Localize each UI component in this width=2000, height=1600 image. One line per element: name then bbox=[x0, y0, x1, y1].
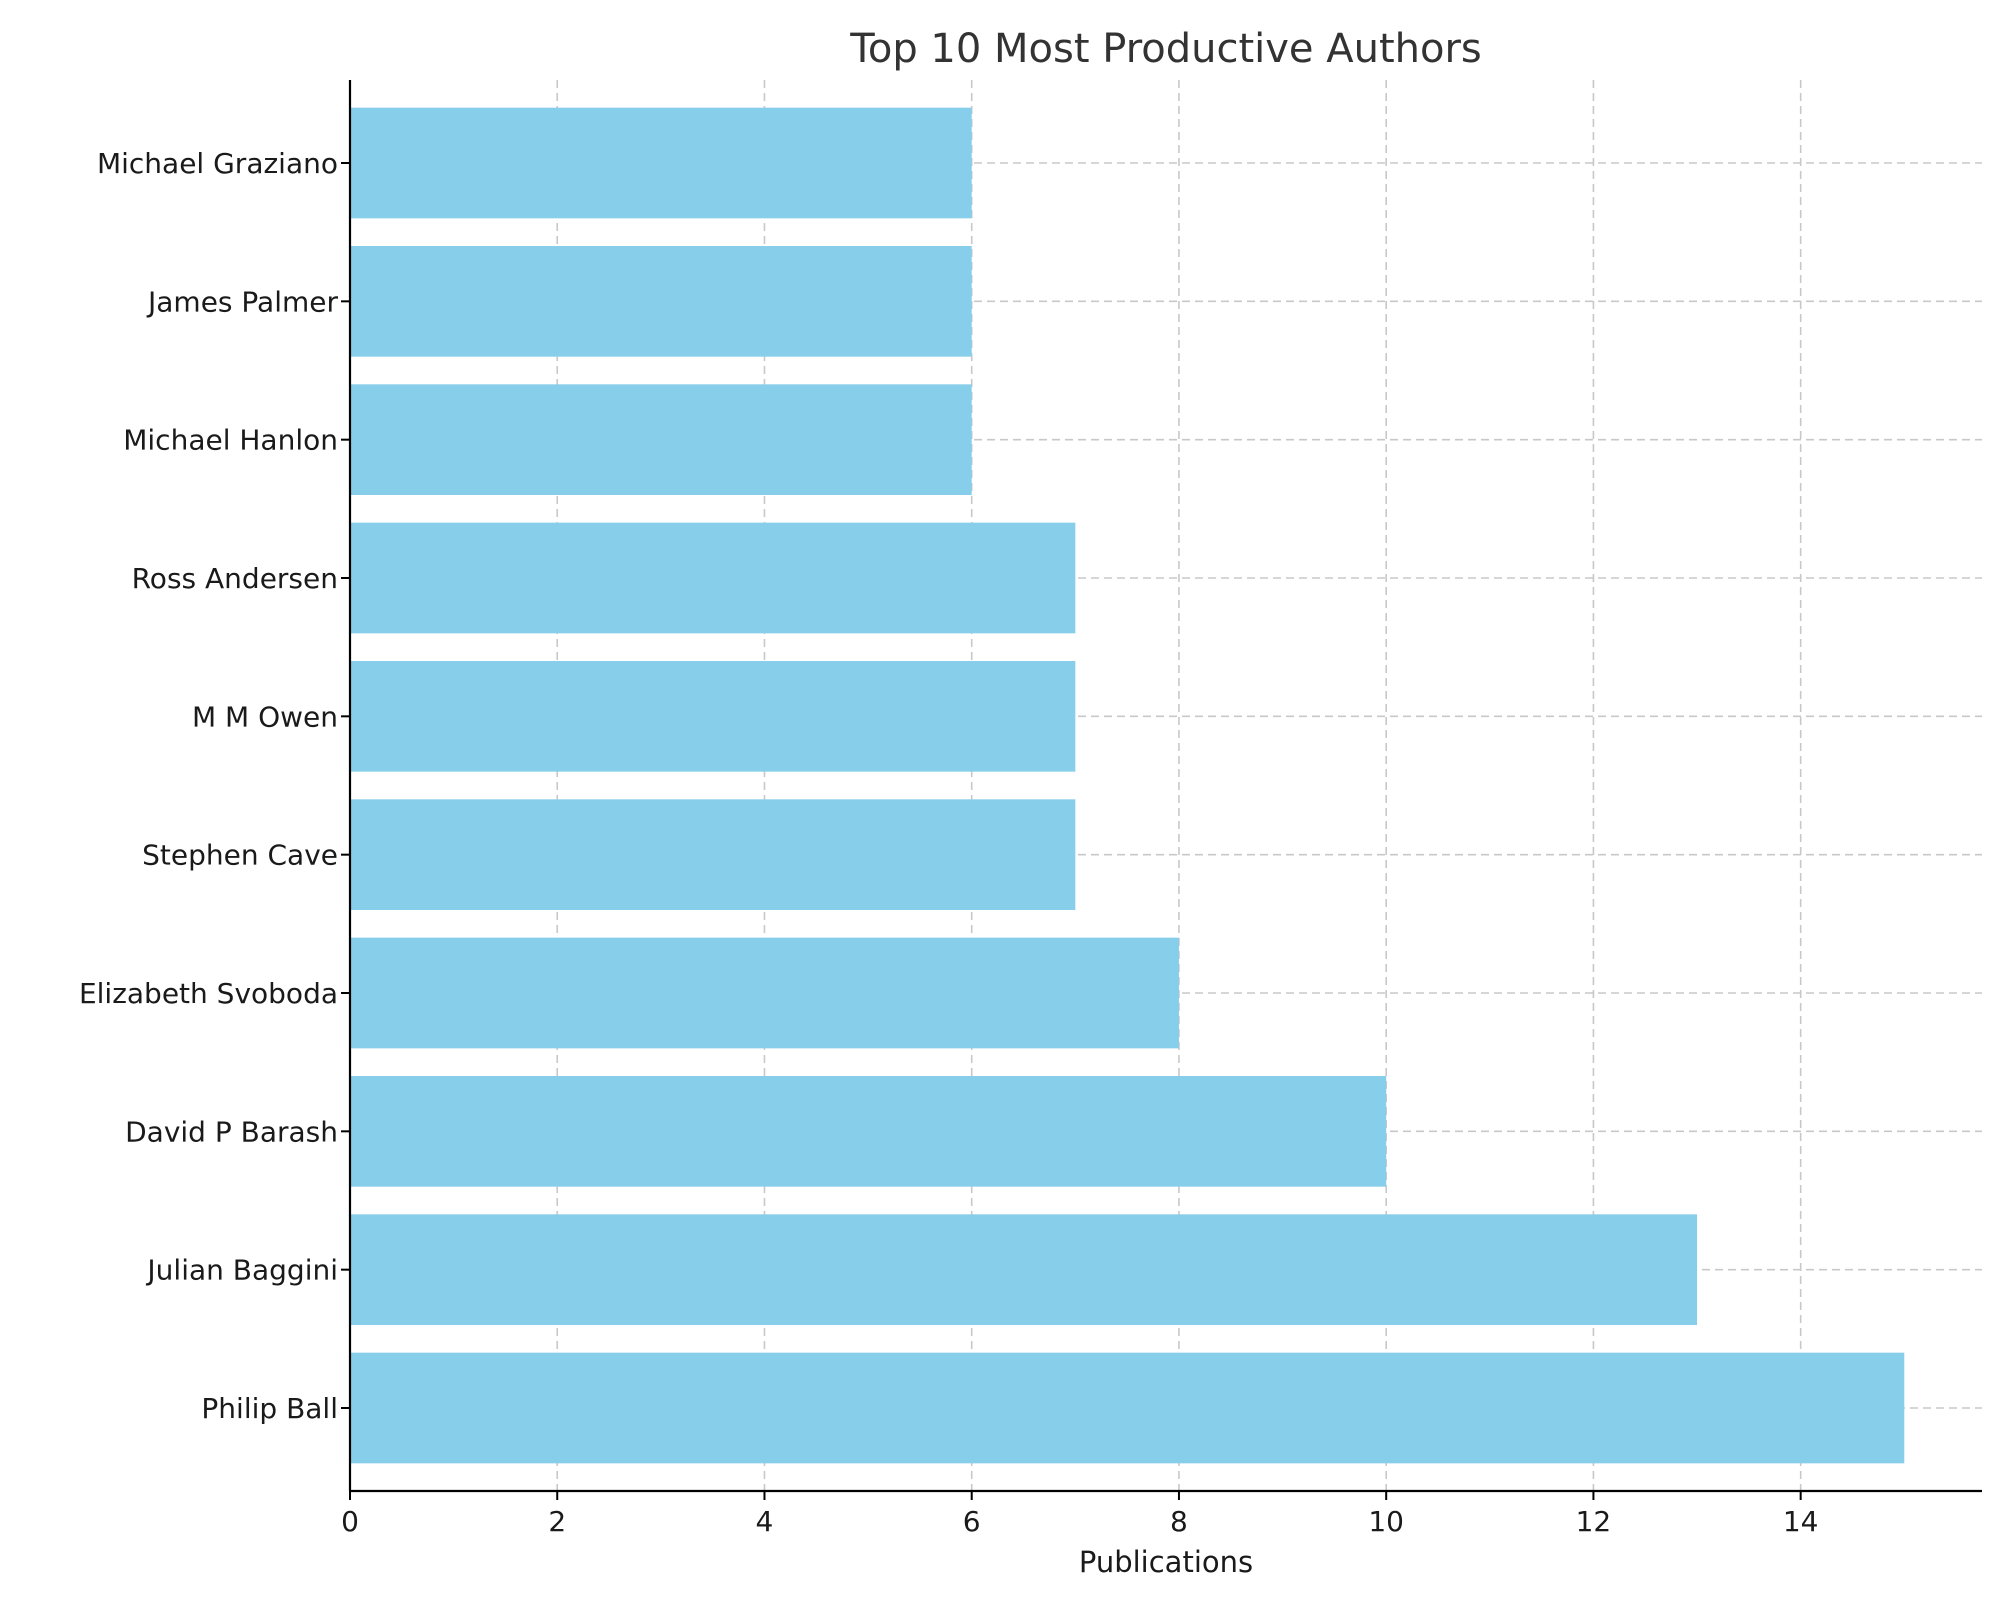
y-tick-label: David P Barash bbox=[125, 1115, 338, 1148]
x-tick-label: 6 bbox=[963, 1505, 981, 1538]
bar bbox=[350, 246, 972, 357]
chart-title: Top 10 Most Productive Authors bbox=[849, 26, 1482, 72]
bar bbox=[350, 799, 1076, 910]
bar bbox=[350, 661, 1076, 772]
axes bbox=[348, 80, 1982, 1493]
x-tick-label: 0 bbox=[341, 1505, 359, 1538]
y-tick-label: James Palmer bbox=[146, 285, 338, 318]
x-tick-label: 2 bbox=[548, 1505, 566, 1538]
y-tick-label: Julian Baggini bbox=[145, 1254, 338, 1287]
bar bbox=[350, 384, 972, 495]
x-tick-label: 10 bbox=[1368, 1505, 1404, 1538]
bar bbox=[350, 937, 1179, 1049]
bar bbox=[350, 1214, 1698, 1325]
y-tick-label: Philip Ball bbox=[201, 1392, 338, 1425]
y-tick-label: Elizabeth Svoboda bbox=[79, 977, 338, 1010]
x-tick-label: 12 bbox=[1576, 1505, 1612, 1538]
x-axis-label: Publications bbox=[1079, 1545, 1253, 1579]
y-tick-label: M M Owen bbox=[192, 700, 338, 733]
bar bbox=[350, 1076, 1387, 1187]
x-tick-label: 4 bbox=[756, 1505, 774, 1538]
y-tick-label: Stephen Cave bbox=[142, 839, 338, 872]
x-axis-ticks: 0 2 4 6 8 10 12 14 bbox=[341, 1491, 1818, 1538]
bars bbox=[350, 107, 1905, 1464]
bar bbox=[350, 107, 972, 219]
bar bbox=[350, 1352, 1905, 1464]
x-tick-label: 14 bbox=[1783, 1505, 1819, 1538]
x-tick-label: 8 bbox=[1170, 1505, 1188, 1538]
y-axis-ticks: Philip Ball Julian Baggini David P Barash E… bbox=[79, 147, 350, 1425]
y-tick-label: Ross Andersen bbox=[132, 562, 338, 595]
bar bbox=[350, 522, 1076, 634]
y-tick-label: Michael Graziano bbox=[97, 147, 338, 180]
y-tick-label: Michael Hanlon bbox=[123, 424, 338, 457]
